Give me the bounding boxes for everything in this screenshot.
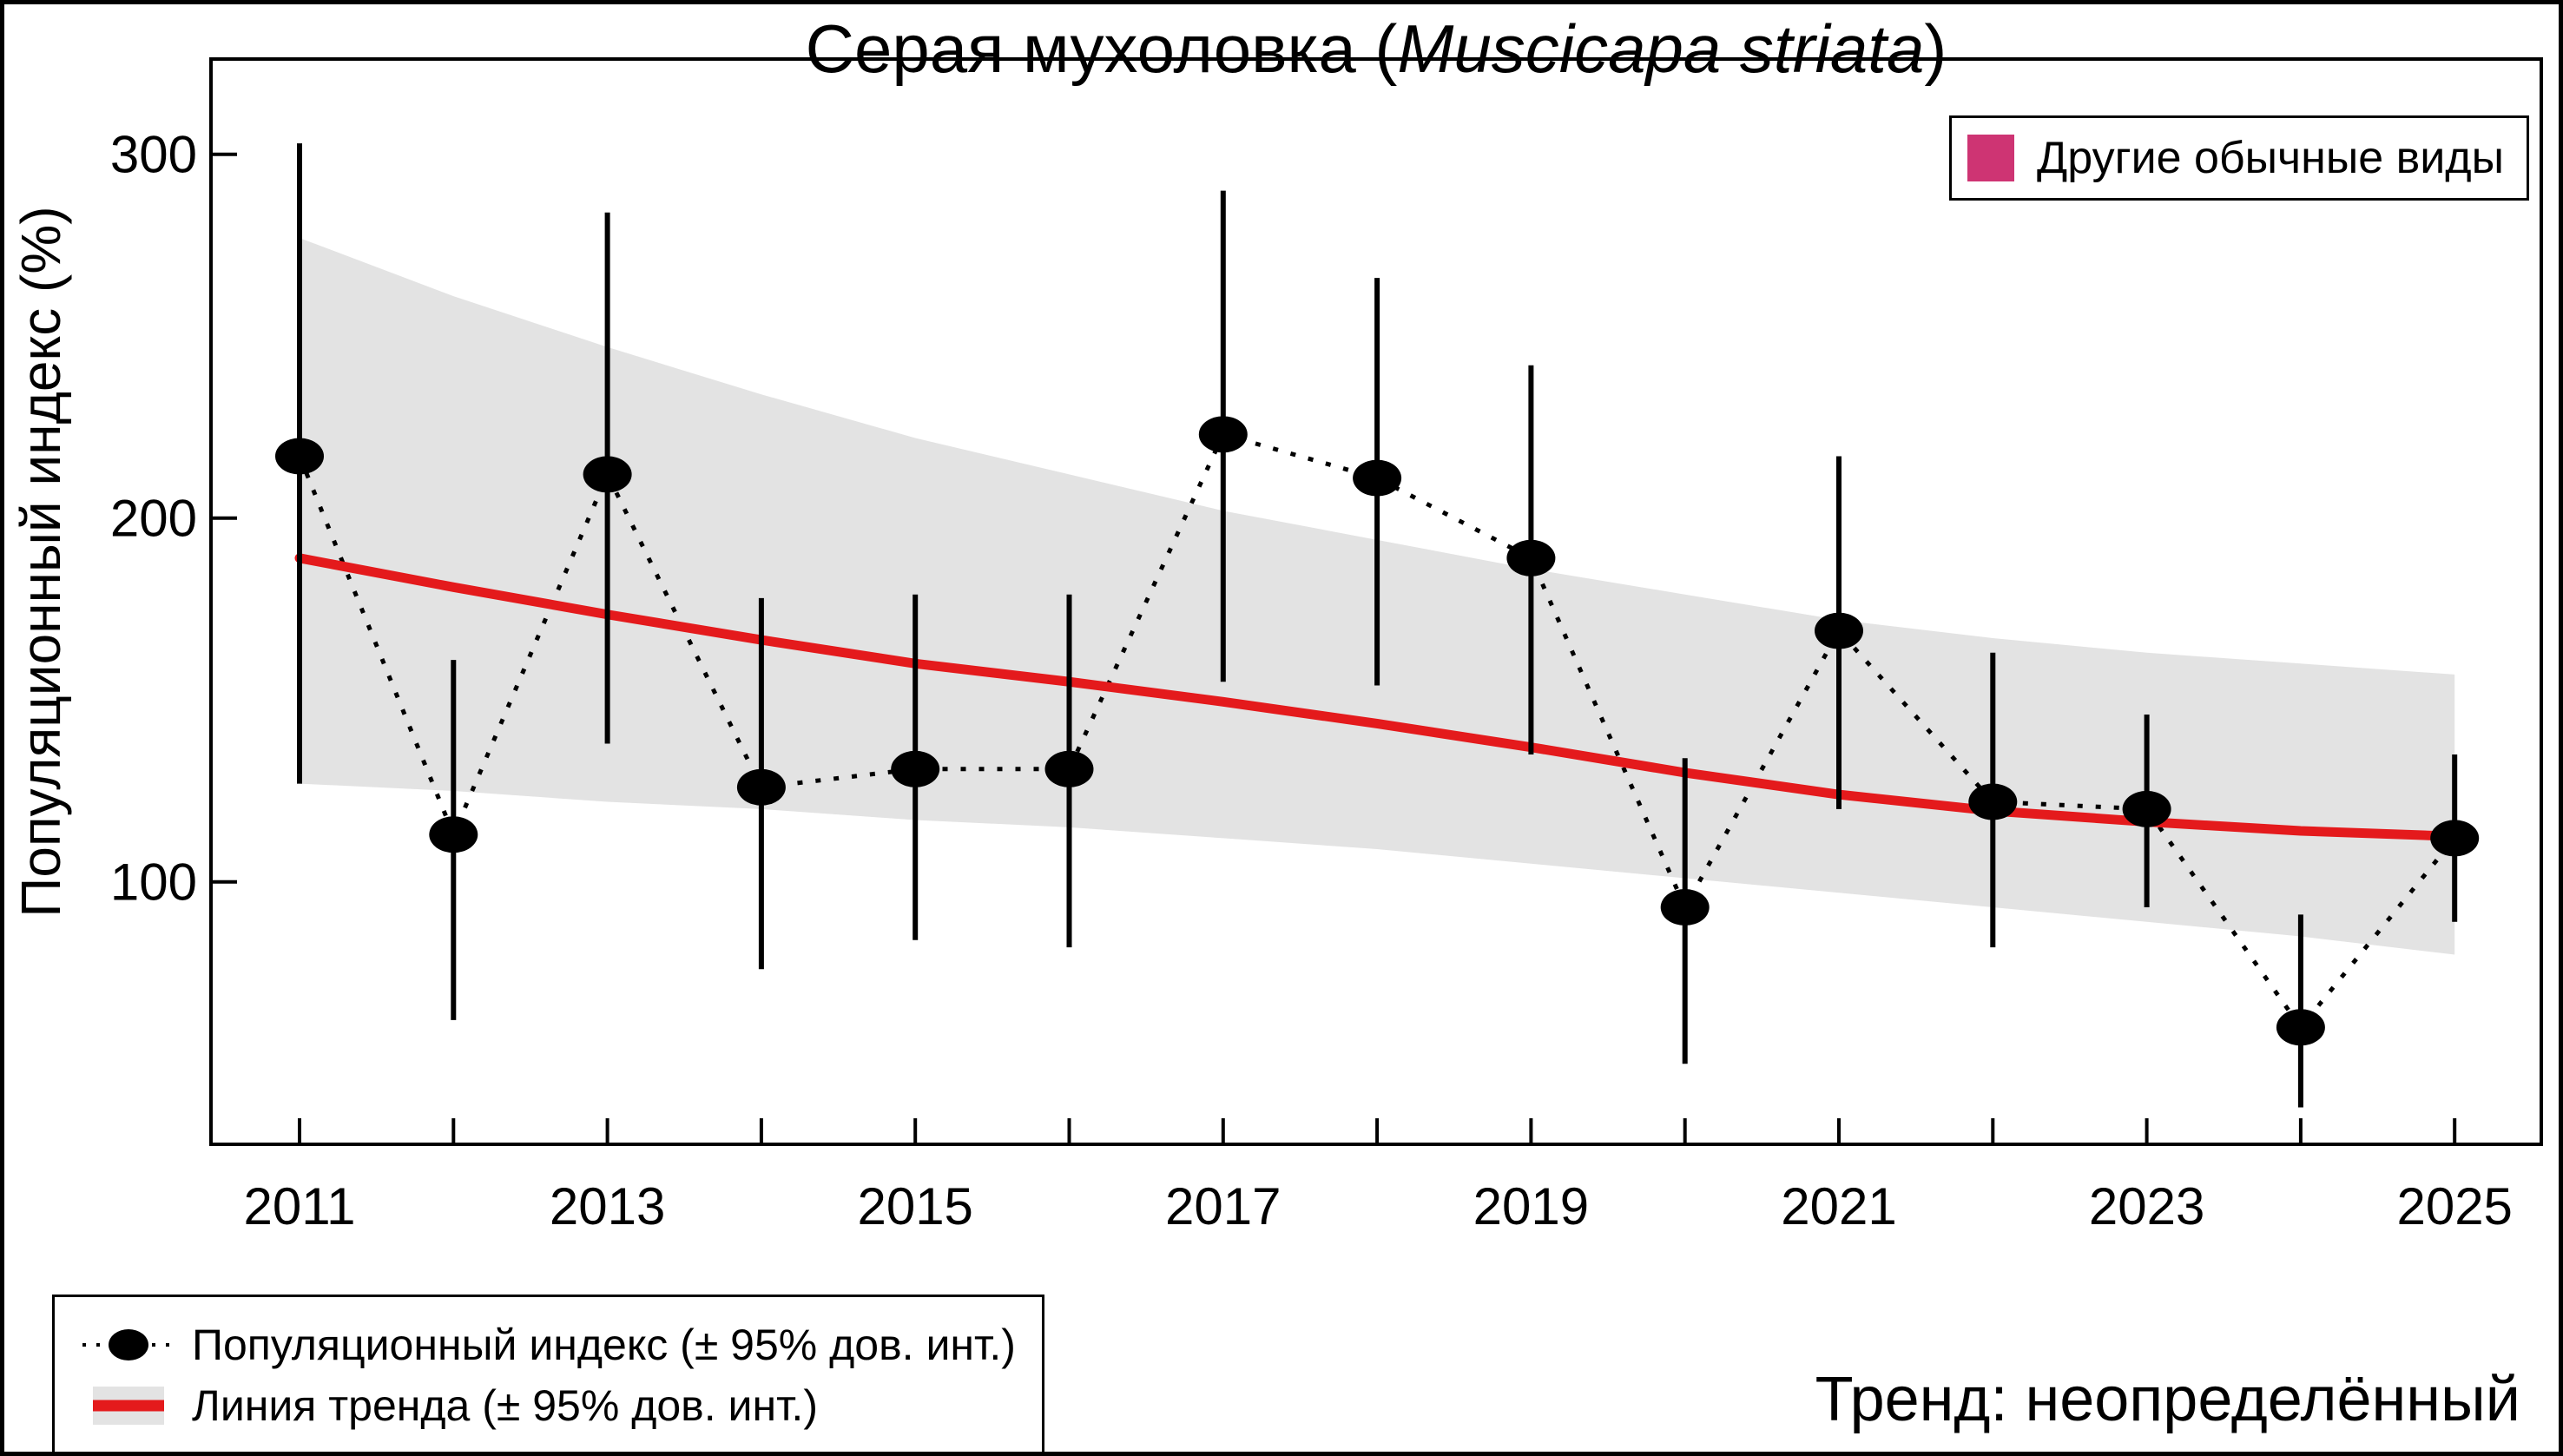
data-point-2022: [1968, 783, 2018, 820]
y-axis-label: Популяционный индекс (%): [10, 206, 72, 918]
data-point-2019: [1506, 539, 1556, 576]
y-tick-label-200: 200: [110, 490, 197, 548]
legend-row-population-index: Популяционный индекс (± 95% дов. инт.): [81, 1314, 1016, 1375]
data-point-2013: [583, 456, 632, 493]
legend-series: Популяционный индекс (± 95% дов. инт.) Л…: [52, 1295, 1044, 1452]
y-tick-label-300: 300: [110, 126, 197, 184]
title-suffix: ): [1924, 10, 1947, 87]
x-tick-label-2013: 2013: [550, 1177, 665, 1235]
title-prefix: Серая мухоловка (: [805, 10, 1398, 87]
other-species-swatch-icon: [1967, 135, 2015, 181]
data-point-2021: [1815, 612, 1863, 649]
x-tick-label-2017: 2017: [1165, 1177, 1281, 1235]
data-point-2024: [2276, 1009, 2325, 1046]
legend-row-trend-line: Линия тренда (± 95% дов. инт.): [81, 1375, 1016, 1436]
data-point-2016: [1044, 750, 1094, 787]
data-point-2017: [1198, 416, 1248, 453]
x-tick-label-2019: 2019: [1473, 1177, 1589, 1235]
title-species-name: Muscicapa striata: [1397, 10, 1925, 87]
x-tick-label-2011: 2011: [243, 1177, 355, 1235]
trend-line: [294, 553, 2460, 841]
data-point-2012: [429, 816, 478, 853]
population-index-dotted-line: [297, 432, 2457, 1031]
trend-line-legend-label: Линия тренда (± 95% дов. инт.): [192, 1381, 818, 1430]
data-point-2018: [1353, 459, 1402, 497]
y-tick-label-100: 100: [110, 853, 197, 912]
data-point-2025: [2430, 820, 2480, 857]
population-index-chart: 2011 2013 2015 2017 2019 2021 2023 2025 100 200 30…: [110, 57, 2543, 1235]
data-point-2011: [275, 438, 324, 475]
legend-other-species: Другие обычные виды: [1949, 115, 2529, 201]
x-tick-label-2023: 2023: [2089, 1177, 2204, 1235]
x-tick-label-2025: 2025: [2396, 1177, 2512, 1235]
trend-line-with-band-icon: [93, 1387, 164, 1425]
data-point-2023: [2122, 790, 2171, 827]
x-tick-label-2015: 2015: [857, 1177, 972, 1235]
point-with-dotted-line-icon: [82, 1329, 175, 1360]
trend-status-note: Тренд: неопределённый: [1815, 1365, 2520, 1434]
population-index-legend-label: Популяционный индекс (± 95% дов. инт.): [192, 1321, 1016, 1369]
other-species-label: Другие обычные виды: [2037, 133, 2504, 183]
x-tick-label-2021: 2021: [1781, 1177, 1896, 1235]
data-point-2020: [1660, 889, 1710, 926]
data-point-2014: [736, 768, 786, 806]
data-point-2015: [891, 750, 940, 787]
page-title: Серая мухоловка (Muscicapa striata): [211, 10, 2541, 89]
